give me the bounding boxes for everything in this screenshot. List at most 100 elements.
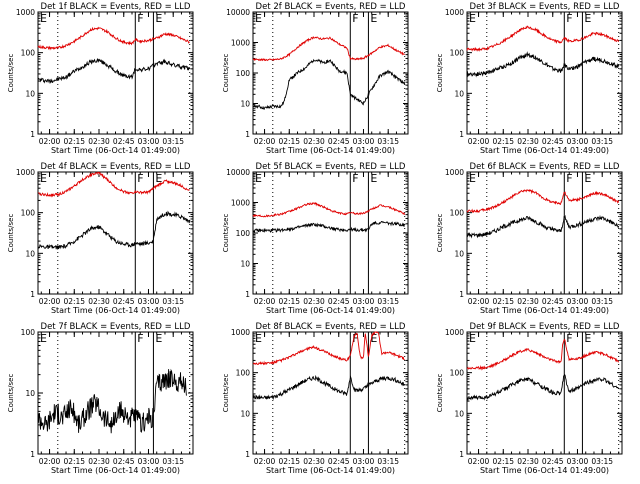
y-tick-label: 1 xyxy=(245,130,250,139)
y-tick-label: 100 xyxy=(450,209,465,218)
x-tick-label: 02:30 xyxy=(517,457,539,466)
y-axis-label: Counts/sec xyxy=(7,214,15,253)
y-tick-label: 100 xyxy=(21,49,36,58)
series-line-events xyxy=(466,51,620,78)
x-tick-label: 03:00 xyxy=(138,457,160,466)
series-line-lld xyxy=(466,338,620,371)
x-tick-label: 03:00 xyxy=(353,297,375,306)
marker-label: E xyxy=(155,172,162,185)
x-tick-label: 02:30 xyxy=(303,137,325,146)
marker-label: F xyxy=(137,12,143,25)
corner-label: E xyxy=(255,332,262,345)
y-tick-label: 100 xyxy=(236,369,251,378)
corner-label: E xyxy=(40,172,47,185)
x-tick-label: 02:00 xyxy=(468,457,490,466)
x-tick-label: 02:45 xyxy=(113,297,135,306)
plot-frame xyxy=(37,331,194,455)
y-tick-label: 1000 xyxy=(445,168,464,177)
x-axis-label: Start Time (06-Oct-14 01:49:00) xyxy=(51,306,180,315)
x-tick-label: 02:30 xyxy=(88,137,110,146)
x-tick-label: 02:15 xyxy=(492,137,514,146)
y-tick-label: 10 xyxy=(25,249,35,258)
x-tick-label: 02:00 xyxy=(468,137,490,146)
y-tick-label: 10000 xyxy=(226,168,250,177)
x-axis-label: Start Time (06-Oct-14 01:49:00) xyxy=(480,466,609,475)
y-tick-label: 1000 xyxy=(231,39,250,48)
x-axis-label: Start Time (06-Oct-14 01:49:00) xyxy=(266,146,395,155)
x-tick-label: 02:15 xyxy=(278,297,300,306)
x-tick-label: 03:15 xyxy=(591,457,613,466)
marker-label: F xyxy=(352,12,358,25)
x-tick-label: 02:15 xyxy=(492,297,514,306)
y-tick-label: 1 xyxy=(459,290,464,299)
y-tick-label: 1 xyxy=(245,290,250,299)
series-line-lld xyxy=(466,188,620,214)
x-tick-label: 02:15 xyxy=(63,297,85,306)
chart-title: Det 5f BLACK = Events, RED = LLD xyxy=(256,162,406,172)
series-line-events xyxy=(37,57,190,84)
chart-title: Det 1f BLACK = Events, RED = LLD xyxy=(41,2,191,12)
chart-title: Det 3f BLACK = Events, RED = LLD xyxy=(470,2,620,12)
y-axis-label: Counts/sec xyxy=(436,374,444,413)
x-tick-label: 02:30 xyxy=(517,137,539,146)
x-tick-label: 03:15 xyxy=(377,297,399,306)
chart-title: Det 6f BLACK = Events, RED = LLD xyxy=(470,162,620,172)
x-axis-label: Start Time (06-Oct-14 01:49:00) xyxy=(480,146,609,155)
x-tick-label: 02:15 xyxy=(63,137,85,146)
y-tick-label: 10 xyxy=(25,389,35,398)
x-axis-label: Start Time (06-Oct-14 01:49:00) xyxy=(51,466,180,475)
series-line-lld xyxy=(252,35,406,62)
y-tick-label: 1 xyxy=(459,130,464,139)
chart-title: Det 4f BLACK = Events, RED = LLD xyxy=(41,162,191,172)
corner-label: E xyxy=(255,172,262,185)
series-line-lld xyxy=(252,331,405,366)
y-axis-label: Counts/sec xyxy=(222,374,230,413)
marker-label: F xyxy=(352,332,358,345)
x-tick-label: 02:00 xyxy=(39,137,61,146)
x-tick-label: 02:30 xyxy=(303,297,325,306)
chart-title: Det 2f BLACK = Events, RED = LLD xyxy=(256,2,406,12)
x-tick-label: 02:15 xyxy=(63,457,85,466)
chart-panel-6: Det 6f BLACK = Events, RED = LLD 1 10 100 10… xyxy=(436,162,623,315)
corner-label: E xyxy=(469,332,476,345)
x-tick-label: 03:00 xyxy=(353,457,375,466)
chart-title: Det 9f BLACK = Events, RED = LLD xyxy=(470,322,620,332)
corner-label: E xyxy=(469,172,476,185)
corner-label: E xyxy=(40,332,47,345)
series-line-lld xyxy=(466,25,620,52)
x-axis-label: Start Time (06-Oct-14 01:49:00) xyxy=(480,306,609,315)
y-tick-label: 1000 xyxy=(231,199,250,208)
plot-frame xyxy=(37,171,194,295)
x-tick-label: 02:00 xyxy=(468,297,490,306)
x-tick-label: 03:15 xyxy=(591,137,613,146)
x-tick-label: 03:00 xyxy=(567,297,589,306)
chart-panel-4: Det 4f BLACK = Events, RED = LLD 1 10 100 10… xyxy=(7,162,194,315)
series-line-events xyxy=(252,374,405,400)
y-tick-label: 1000 xyxy=(231,328,250,337)
chart-panel-7: Det 7f BLACK = Events, RED = LLD 1 10 100 02… xyxy=(7,322,194,475)
y-tick-label: 1000 xyxy=(445,328,464,337)
x-tick-label: 02:45 xyxy=(542,137,564,146)
marker-label: E xyxy=(584,332,591,345)
chart-panel-5: Det 5f BLACK = Events, RED = LLD 1 10 100 10… xyxy=(222,162,409,315)
marker-label: F xyxy=(566,172,572,185)
chart-title: Det 8f BLACK = Events, RED = LLD xyxy=(256,322,406,332)
y-tick-label: 1 xyxy=(30,290,35,299)
chart-title: Det 7f BLACK = Events, RED = LLD xyxy=(41,322,191,332)
chart-panel-9: Det 9f BLACK = Events, RED = LLD 1 10 100 10… xyxy=(436,322,623,475)
corner-label: E xyxy=(40,12,47,25)
x-tick-label: 02:30 xyxy=(517,297,539,306)
marker-label: E xyxy=(155,12,162,25)
x-tick-label: 03:15 xyxy=(377,137,399,146)
y-tick-label: 100 xyxy=(236,229,251,238)
x-tick-label: 02:15 xyxy=(278,457,300,466)
y-tick-label: 100 xyxy=(21,209,36,218)
x-tick-label: 02:45 xyxy=(542,457,564,466)
y-tick-label: 1 xyxy=(30,130,35,139)
x-tick-label: 03:00 xyxy=(353,137,375,146)
marker-label: F xyxy=(352,172,358,185)
y-tick-label: 1 xyxy=(30,450,35,459)
x-tick-label: 03:15 xyxy=(377,457,399,466)
marker-label: E xyxy=(370,332,377,345)
marker-label: F xyxy=(137,332,143,345)
